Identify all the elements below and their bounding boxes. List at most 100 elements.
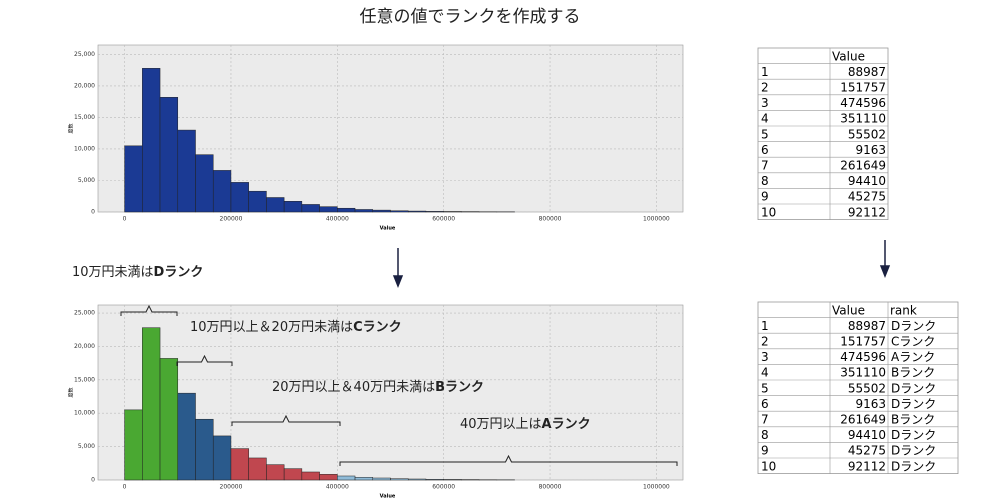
table-cell: 3 xyxy=(761,350,769,364)
brace xyxy=(231,414,341,426)
bar xyxy=(177,392,196,481)
bar xyxy=(248,190,267,213)
table-cell: 55502 xyxy=(848,127,886,141)
x-tick-label: 600000 xyxy=(432,216,455,223)
table-cell: 9163 xyxy=(855,397,886,411)
annotation-text: 10万円以上＆20万円未満は xyxy=(190,320,353,335)
y-axis-label: 度数 xyxy=(68,387,75,397)
annotation-text: 40万円以上は xyxy=(460,417,542,432)
table-cell: 45275 xyxy=(848,444,886,458)
x-tick-label: 0 xyxy=(123,216,127,223)
table-cell: 1 xyxy=(761,65,769,79)
table-cell: 5 xyxy=(761,381,769,395)
table-cell: 88987 xyxy=(848,319,886,333)
bar xyxy=(195,154,214,213)
bar xyxy=(124,409,143,481)
annotation-rank: Bランク xyxy=(435,380,484,395)
table-cell: 6 xyxy=(761,397,769,411)
table-cell: 88987 xyxy=(848,65,886,79)
bar xyxy=(301,471,320,481)
table-cell: 3 xyxy=(761,96,769,110)
table-cell: 9 xyxy=(761,190,769,204)
bar xyxy=(266,464,285,481)
bar xyxy=(212,170,232,213)
table-cell: 8 xyxy=(761,428,769,442)
bar xyxy=(124,145,143,213)
table-header: Value xyxy=(832,49,865,63)
bar xyxy=(195,418,214,481)
brace xyxy=(339,454,678,466)
table-cell: Cランク xyxy=(891,335,935,349)
bar xyxy=(443,479,462,481)
bar xyxy=(177,129,196,213)
y-tick-label: 15,000 xyxy=(74,376,95,383)
bar xyxy=(425,479,444,481)
bar xyxy=(337,475,356,481)
bar xyxy=(390,478,409,481)
bar xyxy=(283,201,303,213)
x-tick-label: 600000 xyxy=(432,484,455,491)
y-tick-label: 0 xyxy=(91,209,95,216)
table-cell: 151757 xyxy=(840,81,886,95)
bar xyxy=(319,206,338,213)
bar xyxy=(319,474,338,481)
y-tick-label: 15,000 xyxy=(74,114,95,121)
table-cell: 5 xyxy=(761,127,769,141)
table-frame xyxy=(757,47,889,221)
y-tick-label: 20,000 xyxy=(74,343,95,350)
bar xyxy=(407,478,427,481)
slide-title: 任意の値でランクを作成する xyxy=(360,7,581,27)
table-cell: 55502 xyxy=(848,381,886,395)
table-cell: 10 xyxy=(761,205,776,219)
x-tick-label: 800000 xyxy=(539,484,562,491)
bar xyxy=(283,468,303,481)
bar xyxy=(212,435,232,481)
y-tick-label: 25,000 xyxy=(74,310,95,317)
table-header: Value xyxy=(832,303,865,317)
table-cell: 7 xyxy=(761,159,769,173)
x-tick-label: 400000 xyxy=(326,484,349,491)
x-tick-label: 400000 xyxy=(326,216,349,223)
table-cell: Bランク xyxy=(891,366,935,380)
bar xyxy=(266,197,285,213)
y-tick-label: 5,000 xyxy=(78,443,95,450)
x-axis-label: Value xyxy=(380,494,396,500)
table-cell: 351110 xyxy=(840,366,886,380)
table-cell: 9 xyxy=(761,444,769,458)
table-cell: 45275 xyxy=(848,190,886,204)
y-axis-label: 度数 xyxy=(68,123,75,133)
table-cell: 151757 xyxy=(840,335,886,349)
table-header: rank xyxy=(890,303,917,317)
table-cell: Dランク xyxy=(891,459,936,473)
annotation-text: 10万円未満は xyxy=(72,265,154,280)
bar xyxy=(248,457,267,481)
x-tick-label: 200000 xyxy=(220,216,243,223)
bar xyxy=(159,97,179,213)
annotation: 40万円以上はAランク xyxy=(460,417,591,432)
y-tick-label: 10,000 xyxy=(74,410,95,417)
annotation-text: 20万円以上＆40万円未満は xyxy=(272,380,435,395)
bar xyxy=(230,182,249,213)
bar xyxy=(337,207,356,213)
table-cell: 7 xyxy=(761,413,769,427)
table-cell: 9163 xyxy=(855,143,886,157)
table-cell: 1 xyxy=(761,319,769,333)
bar xyxy=(390,210,409,213)
brace xyxy=(120,304,178,316)
table-cell: 2 xyxy=(761,81,769,95)
table-cell: 8 xyxy=(761,174,769,188)
x-tick-label: 1000000 xyxy=(643,216,670,223)
y-tick-label: 10,000 xyxy=(74,145,95,152)
bar xyxy=(443,211,462,213)
annotation-rank: Cランク xyxy=(353,320,402,335)
x-axis-label: Value xyxy=(380,226,396,232)
table-cell: 2 xyxy=(761,335,769,349)
annotation: 20万円以上＆40万円未満はBランク xyxy=(272,380,484,395)
x-tick-label: 1000000 xyxy=(643,484,670,491)
x-tick-label: 0 xyxy=(123,484,127,491)
table-cell: Dランク xyxy=(891,428,936,442)
table-cell: 261649 xyxy=(840,159,886,173)
table-cell: 92112 xyxy=(848,459,886,473)
table-cell: Bランク xyxy=(891,413,935,427)
